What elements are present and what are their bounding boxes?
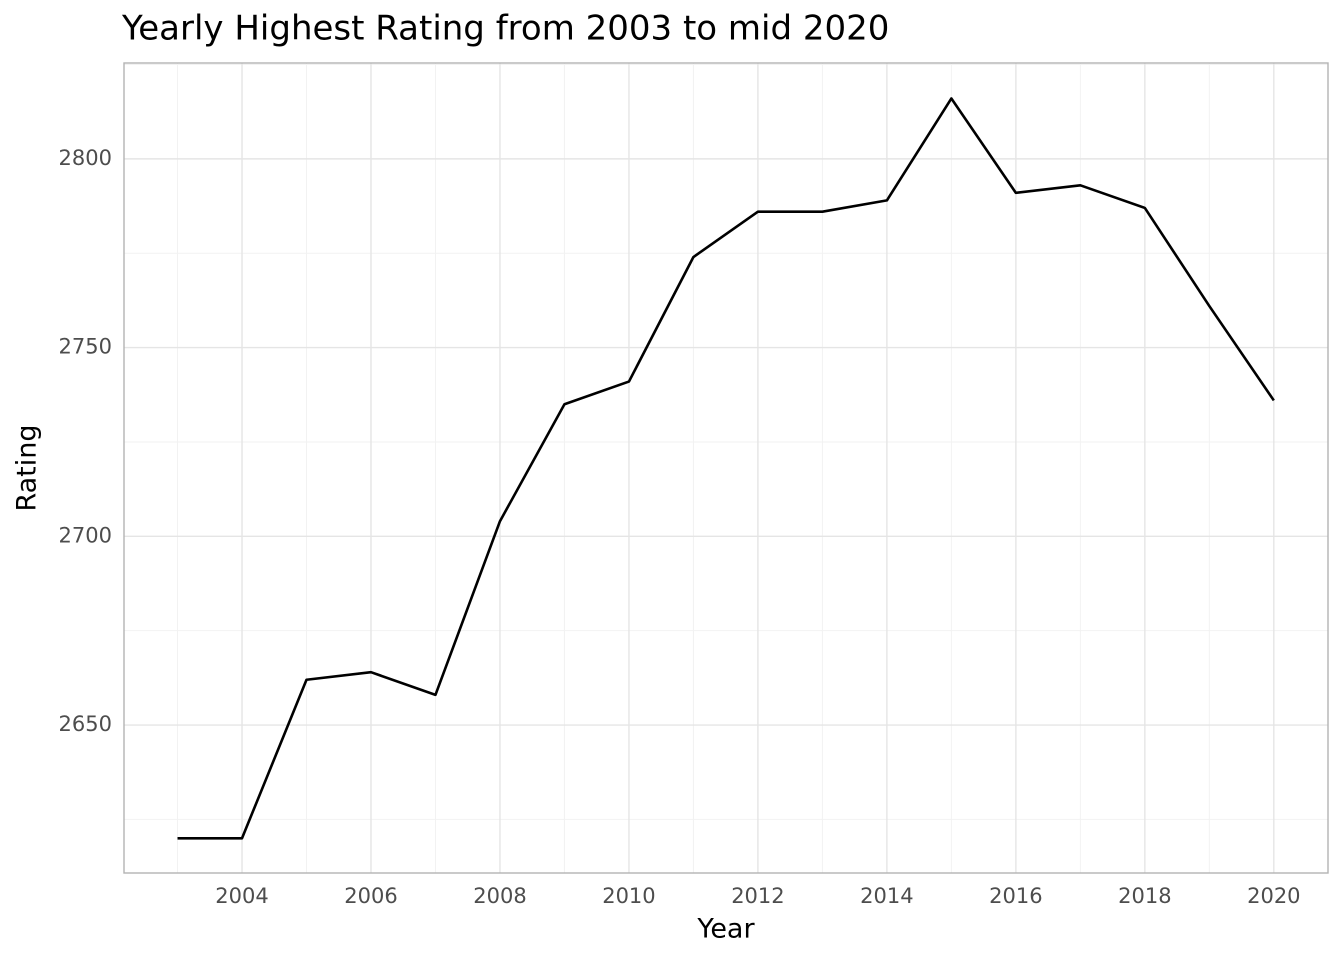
x-tick-label: 2020 xyxy=(1247,884,1300,908)
x-axis-label: Year xyxy=(696,914,755,945)
grid xyxy=(124,63,1328,873)
x-tick-label: 2014 xyxy=(860,884,913,908)
panel-border xyxy=(123,62,1329,874)
y-axis-label: Rating xyxy=(12,424,43,511)
y-tick-label: 2800 xyxy=(59,146,112,170)
x-tick-label: 2006 xyxy=(344,884,397,908)
x-tick-label: 2018 xyxy=(1118,884,1171,908)
chart-title: Yearly Highest Rating from 2003 to mid 2… xyxy=(121,9,889,49)
x-tick-label: 2016 xyxy=(989,884,1042,908)
x-tick-label: 2010 xyxy=(602,884,655,908)
y-tick-label: 2700 xyxy=(59,523,112,547)
y-tick-label: 2750 xyxy=(59,335,112,359)
x-tick-label: 2012 xyxy=(731,884,784,908)
line xyxy=(177,97,1275,840)
x-tick-label: 2004 xyxy=(215,884,268,908)
y-tick-label: 2650 xyxy=(59,712,112,736)
x-tick-label: 2008 xyxy=(473,884,526,908)
